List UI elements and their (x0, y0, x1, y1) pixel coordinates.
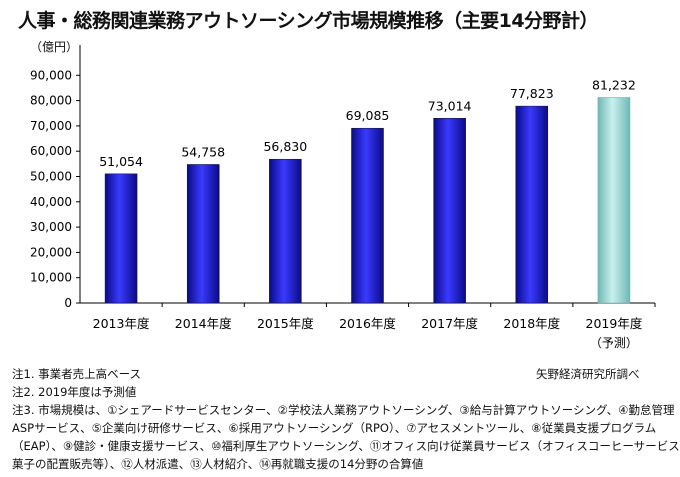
x-tick-label: 2016年度 (339, 316, 396, 331)
bar (515, 105, 549, 304)
y-tick-label: 60,000 (30, 144, 72, 158)
y-tick-label: 70,000 (30, 119, 72, 133)
footnote: （EAP）、⑨健診・健康支援サービス、⑩福利厚生アウトソーシング、⑪オフィス向け… (12, 439, 680, 453)
y-tick-label: 0 (64, 296, 72, 310)
data-label: 54,758 (181, 144, 225, 159)
bar (104, 173, 138, 304)
bar (433, 118, 466, 304)
y-tick-label: 80,000 (30, 94, 72, 108)
data-label: 81,232 (592, 77, 636, 92)
chart-title: 人事・総務関連業務アウトソーシング市場規模推移（主要14分野計） (18, 10, 599, 32)
x-tick-label: 2019年度 (586, 316, 643, 331)
data-label: 77,823 (510, 86, 554, 101)
footnote: 菓子の配置販売等）、⑫人材派遣、⑬人材紹介、⑭再就職支援の14分野の合算値 (12, 457, 424, 471)
footnote: 注2. 2019年度は予測値 (12, 385, 137, 399)
bar (186, 164, 220, 304)
footnote: 注1. 事業者売上高ベース (12, 367, 142, 381)
data-label: 69,085 (346, 108, 390, 123)
x-tick-label: 2014年度 (175, 316, 232, 331)
data-label: 56,830 (263, 139, 307, 154)
x-tick-label: 2013年度 (93, 316, 150, 331)
y-tick-label: 20,000 (30, 245, 72, 259)
y-tick-label: 90,000 (30, 68, 72, 82)
y-axis-unit: （億円） (30, 40, 79, 54)
x-tick-label: 2017年度 (421, 316, 478, 331)
bar-chart: 0 10,000 20,000 30,000 40,000 50,000 60,000 70,… (30, 45, 656, 350)
footnote: 注3. 市場規模は、①シェアードサービスセンター、②学校法人業務アウトソーシング… (12, 403, 675, 417)
data-label: 51,054 (99, 154, 143, 169)
data-label: 73,014 (428, 98, 472, 113)
y-tick-label: 50,000 (30, 170, 72, 184)
bar (351, 127, 384, 304)
y-tick-label: 40,000 (30, 195, 72, 209)
source-credit: 矢野経済研究所調べ (536, 367, 640, 381)
forecast-label: （予測） (590, 336, 638, 350)
y-tick-label: 10,000 (30, 271, 72, 285)
footnote: ASPサービス、⑤企業向け研修サービス、⑥採用アウトソーシング（RPO）、⑦アセ… (12, 421, 657, 435)
x-tick-label: 2015年度 (257, 316, 314, 331)
bar-forecast (597, 97, 631, 304)
x-tick-label: 2018年度 (503, 316, 560, 331)
y-tick-label: 30,000 (30, 220, 72, 234)
bar (269, 158, 302, 304)
